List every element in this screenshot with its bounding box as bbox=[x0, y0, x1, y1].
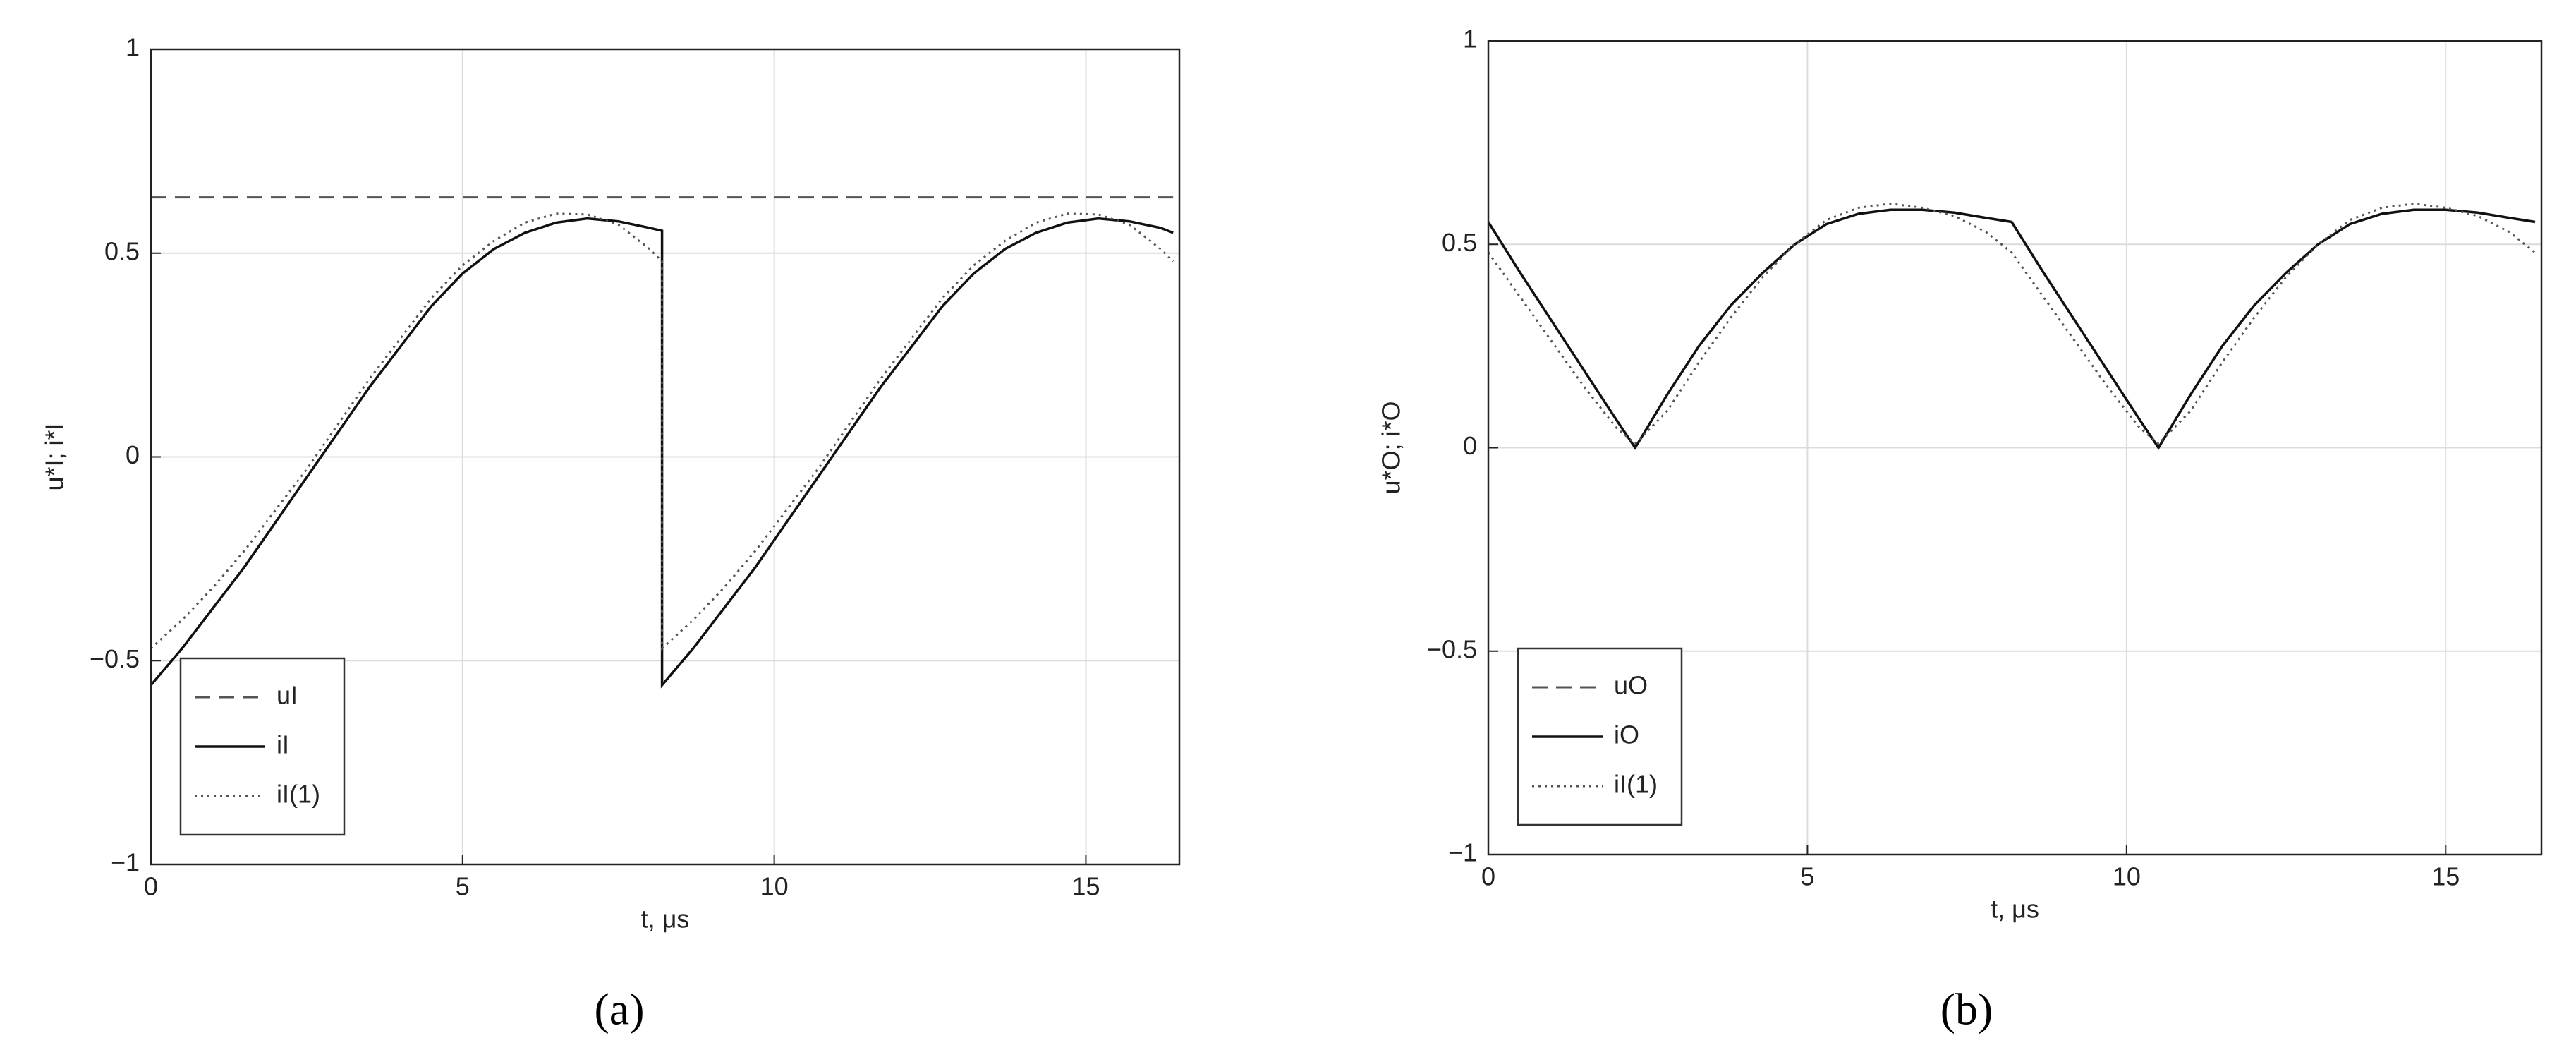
x-tick-label: 0 bbox=[144, 872, 158, 901]
y-axis-label: u*O; i*O bbox=[1377, 401, 1406, 494]
y-tick-label: 0.5 bbox=[104, 236, 140, 265]
axes-frame bbox=[150, 48, 1181, 866]
y-axis-label: u*I; i*I bbox=[40, 423, 69, 490]
y-tick-label: −0.5 bbox=[1427, 634, 1477, 663]
y-tick-label: −1 bbox=[1448, 838, 1477, 867]
x-tick-label: 5 bbox=[1800, 862, 1814, 891]
x-tick-label: 10 bbox=[760, 872, 789, 901]
caption: (a) bbox=[594, 984, 644, 1034]
series-line bbox=[1488, 208, 2536, 450]
series-line bbox=[151, 212, 1174, 651]
x-axis-label: t, μs bbox=[1991, 895, 2039, 924]
legend-label: uO bbox=[1614, 671, 1648, 700]
axes-frame bbox=[1487, 40, 2543, 856]
caption: (b) bbox=[1940, 984, 1993, 1034]
x-axis-label: t, μs bbox=[641, 905, 690, 934]
legend-label: uI bbox=[277, 681, 298, 710]
x-tick-label: 10 bbox=[2113, 862, 2141, 891]
y-tick-label: 0 bbox=[1463, 431, 1477, 460]
legend-label: iI bbox=[277, 730, 289, 759]
y-tick-label: 1 bbox=[126, 33, 140, 62]
y-tick-label: 0 bbox=[126, 440, 140, 469]
legend-label: iI(1) bbox=[1614, 770, 1658, 799]
x-tick-label: 15 bbox=[2431, 862, 2460, 891]
series-line bbox=[1488, 203, 2536, 445]
x-tick-label: 15 bbox=[1071, 872, 1100, 901]
y-tick-label: −0.5 bbox=[90, 644, 140, 673]
x-tick-label: 5 bbox=[456, 872, 470, 901]
y-tick-label: −1 bbox=[111, 848, 140, 877]
legend-label: iO bbox=[1614, 720, 1639, 749]
y-tick-label: 0.5 bbox=[1442, 228, 1477, 257]
legend-label: iI(1) bbox=[277, 780, 320, 809]
y-tick-label: 1 bbox=[1463, 25, 1477, 54]
x-tick-label: 0 bbox=[1481, 862, 1495, 891]
